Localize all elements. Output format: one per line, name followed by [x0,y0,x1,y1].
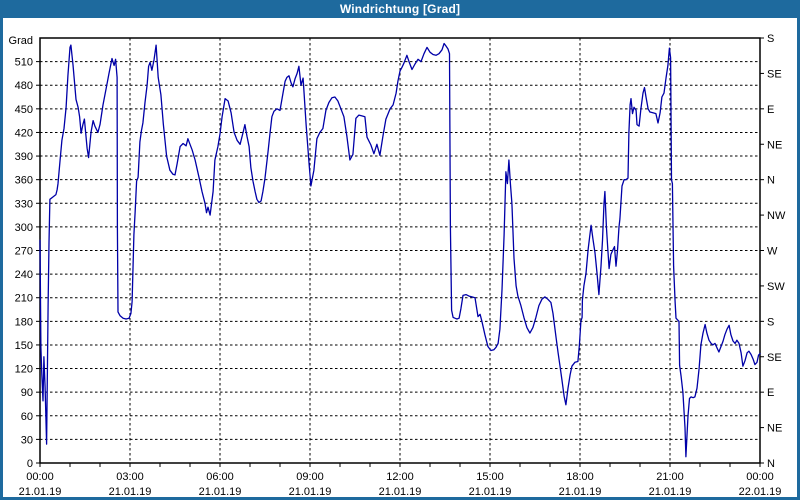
x-date-label: 21.01.19 [199,486,242,497]
y-tick-label: 90 [21,387,33,399]
y-tick-label: 240 [15,269,33,281]
wind-series-line [39,42,761,458]
y-tick-label: 360 [15,175,33,187]
x-time-label: 06:00 [206,471,234,483]
compass-label: N [767,175,775,187]
compass-label: NE [767,423,782,435]
y-tick-label: 330 [15,198,33,210]
window-title: Windrichtung [Grad] [0,0,800,18]
compass-label: W [767,246,778,258]
x-date-label: 21.01.19 [649,486,692,497]
x-time-label: 00:00 [26,471,54,483]
compass-label: N [767,458,775,470]
y-tick-label: 0 [27,458,33,470]
x-date-label: 21.01.19 [289,486,332,497]
y-tick-label: 390 [15,151,33,163]
x-time-label: 15:00 [476,471,504,483]
compass-label: E [767,104,774,116]
y-tick-label: 60 [21,411,33,423]
y-tick-label: 30 [21,434,33,446]
x-time-label: 18:00 [566,471,594,483]
y-tick-label: 420 [15,127,33,139]
wind-direction-chart: 0 30 60 90 120 150 180 210 240 270 300 330 360 390 420… [9,33,786,497]
y-tick-label: 150 [15,340,33,352]
compass-label: SE [767,352,782,364]
compass-label: S [767,316,774,328]
x-date-label: 21.01.19 [109,486,152,497]
x-time-label: 12:00 [386,471,414,483]
y-tick-label: 300 [15,222,33,234]
compass-label: NW [767,210,786,222]
y-tick-label: 210 [15,293,33,305]
x-time-label: 00:00 [746,471,774,483]
chart-area: 0 30 60 90 120 150 180 210 240 270 300 330 360 390 420… [3,18,797,497]
x-date-label: 21.01.19 [19,486,62,497]
compass-label: SW [767,281,785,293]
x-time-label: 21:00 [656,471,684,483]
y-tick-label: 270 [15,246,33,258]
y-axis-unit-label: Grad [9,35,33,47]
x-date-label: 21.01.19 [469,486,512,497]
compass-label: S [767,33,774,45]
x-time-label: 09:00 [296,471,324,483]
y-tick-label: 120 [15,364,33,376]
x-date-label: 21.01.19 [379,486,422,497]
x-time-label: 03:00 [116,471,144,483]
y-tick-label: 480 [15,80,33,92]
compass-label: E [767,387,774,399]
compass-label: SE [767,68,782,80]
y-tick-label: 180 [15,316,33,328]
x-date-label: 22.01.19 [739,486,782,497]
compass-label: NE [767,139,782,151]
x-date-label: 21.01.19 [559,486,602,497]
y-tick-label: 450 [15,104,33,116]
y-tick-label: 510 [15,57,33,69]
